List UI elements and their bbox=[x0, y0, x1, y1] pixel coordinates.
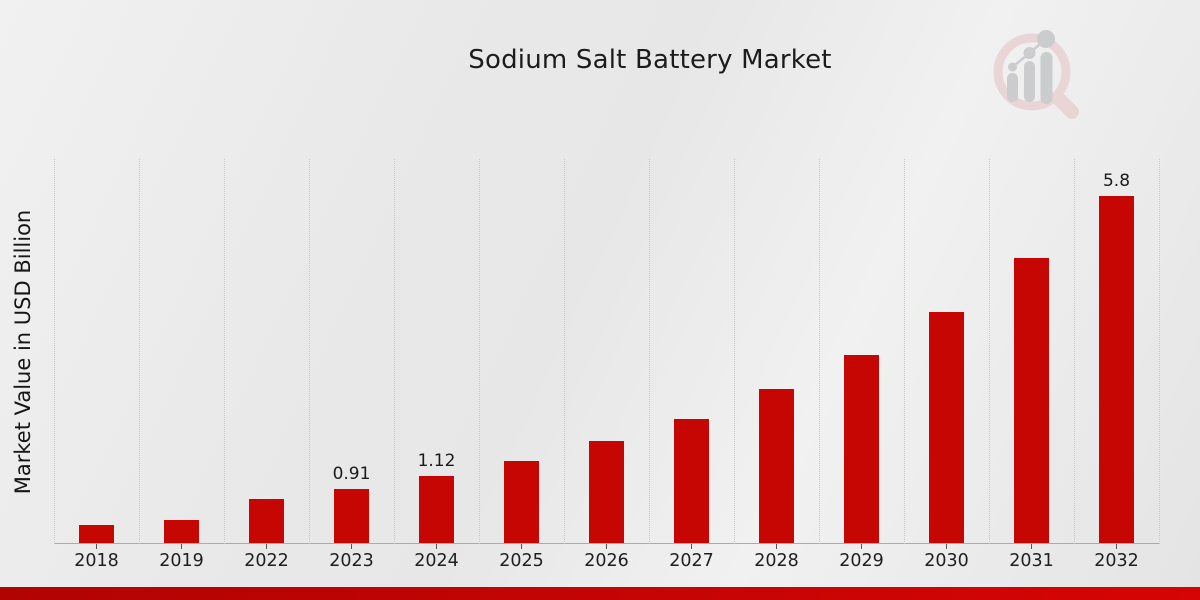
gridline bbox=[309, 159, 310, 544]
x-axis-tick bbox=[861, 544, 862, 549]
bottom-accent-strip bbox=[0, 587, 1200, 600]
x-axis-tick bbox=[266, 544, 267, 549]
bar bbox=[334, 488, 369, 543]
chart-title: Sodium Salt Battery Market bbox=[468, 45, 832, 75]
bar bbox=[1014, 257, 1049, 543]
y-axis-title: Market Value in USD Billion bbox=[11, 209, 35, 495]
gridline bbox=[1159, 159, 1160, 544]
bar bbox=[249, 499, 284, 543]
bar-value-label: 0.91 bbox=[332, 463, 371, 484]
gridline bbox=[649, 159, 650, 544]
x-tick-label: 2019 bbox=[159, 551, 204, 571]
bar-value-label: 1.12 bbox=[417, 451, 456, 472]
x-tick-label: 2027 bbox=[669, 551, 714, 571]
x-axis-tick bbox=[776, 544, 777, 549]
gridline bbox=[394, 159, 395, 544]
magnifier-bar-chart-logo-icon bbox=[993, 30, 1079, 119]
x-tick-label: 2022 bbox=[244, 551, 289, 571]
x-axis-tick bbox=[691, 544, 692, 549]
bar bbox=[164, 520, 199, 543]
gridline bbox=[819, 159, 820, 544]
x-axis-tick bbox=[181, 544, 182, 549]
x-tick-label: 2028 bbox=[754, 551, 799, 571]
gridline bbox=[904, 159, 905, 544]
x-tick-label: 2032 bbox=[1094, 551, 1139, 571]
bar bbox=[419, 476, 454, 543]
x-axis-tick bbox=[436, 544, 437, 549]
x-axis-tick bbox=[1116, 544, 1117, 549]
x-axis-line bbox=[54, 543, 1160, 544]
x-axis-tick bbox=[96, 544, 97, 549]
x-axis-tick bbox=[606, 544, 607, 549]
x-tick-label: 2030 bbox=[924, 551, 969, 571]
x-tick-label: 2024 bbox=[414, 551, 459, 571]
gridline bbox=[224, 159, 225, 544]
plot-area: 2018 2019 2022 0.91 2023 1.12 2024 2025 2026 2027… bbox=[54, 159, 1160, 571]
gridline bbox=[989, 159, 990, 544]
bar bbox=[1099, 196, 1134, 543]
gridline bbox=[734, 159, 735, 544]
x-tick-label: 2018 bbox=[74, 551, 119, 571]
x-tick-label: 2029 bbox=[839, 551, 884, 571]
gridline bbox=[139, 159, 140, 544]
x-axis-tick bbox=[521, 544, 522, 549]
x-tick-label: 2031 bbox=[1009, 551, 1054, 571]
x-axis-tick bbox=[946, 544, 947, 549]
x-axis-tick bbox=[1031, 544, 1032, 549]
gridline bbox=[1074, 159, 1075, 544]
gridline bbox=[479, 159, 480, 544]
x-tick-label: 2023 bbox=[329, 551, 374, 571]
bar bbox=[504, 461, 539, 543]
bar bbox=[759, 388, 794, 543]
bar bbox=[589, 441, 624, 543]
bar-value-label: 5.8 bbox=[1102, 171, 1131, 192]
bar bbox=[929, 311, 964, 543]
x-tick-label: 2025 bbox=[499, 551, 544, 571]
bar bbox=[79, 525, 114, 543]
x-tick-label: 2026 bbox=[584, 551, 629, 571]
gridline bbox=[54, 159, 55, 544]
gridline bbox=[564, 159, 565, 544]
x-axis-tick bbox=[351, 544, 352, 549]
bar bbox=[844, 354, 879, 543]
bar bbox=[674, 419, 709, 543]
